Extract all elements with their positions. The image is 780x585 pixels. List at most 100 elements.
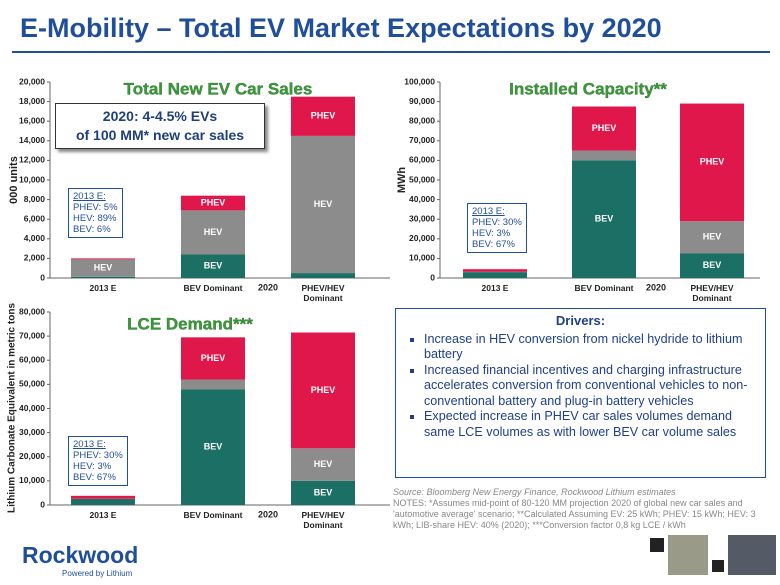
y-tick-label: 40,000 xyxy=(19,403,45,413)
chart-title: Total New EV Car Sales xyxy=(124,79,313,98)
note-line: BEV: 6% xyxy=(73,224,111,235)
deco-photo xyxy=(668,535,708,575)
segment-label: PHEV xyxy=(311,111,336,121)
annotation-box: 2020: 4-4.5% EVs of 100 MM* new car sales xyxy=(55,103,265,149)
bar-segment xyxy=(291,273,355,278)
bar-segment xyxy=(291,135,355,274)
x-tick-label: 2013 E xyxy=(481,283,509,293)
bar-segment xyxy=(680,103,744,222)
driver-bullet: Increase in HEV conversion from nickel h… xyxy=(424,332,763,363)
segment-label: HEV xyxy=(314,199,333,209)
note-line: PHEV: 5% xyxy=(73,202,118,213)
note-box: 2013 E: PHEV: 30% HEV: 3% BEV: 67% xyxy=(467,203,527,253)
y-tick-label: 14,000 xyxy=(19,135,45,145)
bar-segment xyxy=(181,210,245,255)
drivers-list: Increase in HEV conversion from nickel h… xyxy=(398,332,763,441)
y-tick-label: 20,000 xyxy=(19,76,45,86)
y-tick-label: 12,000 xyxy=(19,155,45,165)
note-box: 2013 E: PHEV: 30% HEV: 3% BEV: 67% xyxy=(68,436,128,486)
y-tick-label: 50,000 xyxy=(19,379,45,389)
y-tick-label: 2,000 xyxy=(24,253,46,263)
y-tick-label: 40,000 xyxy=(409,194,435,204)
driver-bullet: Increased financial incentives and charg… xyxy=(424,363,763,410)
y-tick-label: 70,000 xyxy=(409,135,435,145)
y-tick-label: 18,000 xyxy=(19,96,45,106)
segment-label: BEV xyxy=(703,260,722,270)
bar-segment xyxy=(572,150,636,161)
note-line: 2013 E: xyxy=(472,206,505,217)
segment-label: HEV xyxy=(703,232,722,242)
chart-title: Installed Capacity** xyxy=(509,79,667,98)
segment-label: PHEV xyxy=(201,353,226,363)
bar-segment xyxy=(291,96,355,136)
bar-segment xyxy=(291,332,355,449)
y-tick-label: 16,000 xyxy=(19,115,45,125)
segment-label: PHEV xyxy=(311,385,336,395)
bar-segment xyxy=(71,495,135,499)
segment-label: BEV xyxy=(204,441,223,451)
bar-segment xyxy=(291,480,355,505)
annotation-line: 2020: 4-4.5% EVs xyxy=(102,108,218,124)
y-tick-label: 100,000 xyxy=(404,76,435,86)
y-tick-label: 8,000 xyxy=(24,194,46,204)
segment-label: BEV xyxy=(595,214,614,224)
group-label: 2020 xyxy=(258,282,278,292)
bar-segment xyxy=(181,195,245,211)
y-axis-label: Lithium Carbonate Equivalent in metric t… xyxy=(7,303,18,513)
y-tick-label: 10,000 xyxy=(19,174,45,184)
x-tick-label: PHEV/HEV Dominant xyxy=(690,283,734,303)
y-tick-label: 0 xyxy=(430,272,435,282)
source-notes: Source: Bloomberg New Energy Finance, Ro… xyxy=(393,487,778,531)
drivers-box: Drivers: Increase in HEV conversion from… xyxy=(395,308,766,478)
notes: NOTES: *Assumes mid-point of 80-120 MM p… xyxy=(393,498,756,530)
y-tick-label: 80,000 xyxy=(19,306,45,316)
bar-segment xyxy=(181,337,245,380)
group-label: 2020 xyxy=(646,282,666,292)
bar-segment xyxy=(71,258,135,260)
drivers-heading: Drivers: xyxy=(555,313,606,328)
bar-segment xyxy=(291,448,355,481)
slide-title: E-Mobility – Total EV Market Expectation… xyxy=(20,13,662,43)
y-tick-label: 20,000 xyxy=(19,451,45,461)
x-tick-label: BEV Dominant xyxy=(574,283,634,293)
y-tick-label: 4,000 xyxy=(24,233,46,243)
y-tick-label: 10,000 xyxy=(409,253,435,263)
deco-square xyxy=(712,560,724,572)
bar-segment xyxy=(463,272,527,278)
driver-bullet: Expected increase in PHEV car sales volu… xyxy=(424,409,763,440)
note-line: PHEV: 30% xyxy=(472,217,522,228)
y-tick-label: 90,000 xyxy=(409,96,435,106)
x-tick-label: 2013 E xyxy=(89,283,117,293)
y-tick-label: 6,000 xyxy=(24,213,46,223)
deco-square xyxy=(650,538,664,552)
segment-label: PHEV xyxy=(592,123,617,133)
bar-segment xyxy=(71,276,135,278)
note-line: HEV: 89% xyxy=(73,213,117,224)
note-line: HEV: 3% xyxy=(73,461,112,472)
note-line: 2013 E: xyxy=(73,191,106,202)
x-tick-label: PHEV/HEV Dominant xyxy=(301,283,345,303)
bar-segment xyxy=(463,269,527,272)
y-tick-label: 20,000 xyxy=(409,233,435,243)
bar-segment xyxy=(680,221,744,254)
y-tick-label: 30,000 xyxy=(409,213,435,223)
bar-segment xyxy=(71,259,135,277)
logo-tagline: Powered by Lithium xyxy=(62,569,133,578)
x-tick-label: BEV Dominant xyxy=(183,510,243,520)
y-tick-label: 0 xyxy=(40,499,45,509)
deco-photo xyxy=(728,535,776,575)
note-line: BEV: 67% xyxy=(472,239,515,250)
segment-label: PHEV xyxy=(700,157,725,167)
bar-segment xyxy=(181,379,245,390)
segment-label: BEV xyxy=(204,261,223,271)
bar-segment xyxy=(71,498,135,505)
chart-title: LCE Demand*** xyxy=(127,314,253,333)
annotation-line: of 100 MM* new car sales xyxy=(75,127,245,143)
x-tick-label: PHEV/HEV Dominant xyxy=(301,510,345,530)
segment-label: HEV xyxy=(94,262,113,272)
bar-segment xyxy=(181,389,245,505)
y-tick-label: 70,000 xyxy=(19,330,45,340)
x-tick-label: 2013 E xyxy=(89,510,117,520)
note-box: 2013 E: PHEV: 5% HEV: 89% BEV: 6% xyxy=(68,188,123,238)
